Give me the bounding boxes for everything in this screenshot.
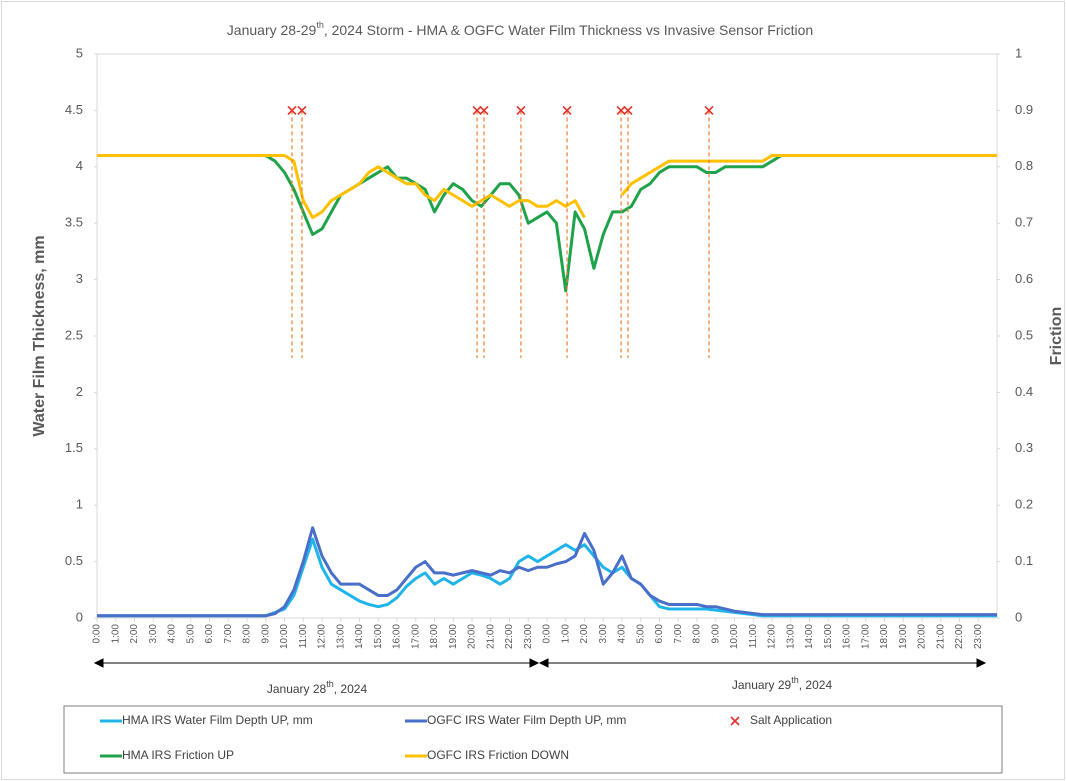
y2-tick-label: 0.9	[1015, 102, 1033, 117]
y2-tick-label: 0.1	[1015, 553, 1033, 568]
x-tick-label: 17:00	[860, 624, 871, 649]
y-tick-label: 4.5	[65, 102, 83, 117]
x-tick-label: 9:00	[710, 624, 721, 644]
y2-tick-label: 0.8	[1015, 158, 1033, 173]
y-tick-label: 5	[76, 45, 83, 60]
x-tick-label: 14:00	[804, 624, 815, 649]
salt-marker	[562, 105, 572, 115]
x-tick-label: 21:00	[935, 624, 946, 649]
legend	[63, 705, 1003, 774]
date-label: January 29th, 2024	[732, 675, 833, 692]
x-tick-label: 3:00	[148, 624, 159, 644]
x-tick-label: 17:00	[410, 624, 421, 649]
y2-axis-label: Friction	[1048, 307, 1065, 366]
x-tick-label: 22:00	[954, 624, 965, 649]
x-tick-label: 12:00	[767, 624, 778, 649]
x-tick-label: 9:00	[260, 624, 271, 644]
x-tick-label: 20:00	[917, 624, 928, 649]
chart-title: January 28-29th, 2024 Storm - HMA & OGFC…	[227, 20, 813, 37]
x-tick-label: 7:00	[223, 624, 234, 644]
x-tick-label: 10:00	[729, 624, 740, 649]
x-tick-label: 16:00	[392, 624, 403, 649]
salt-marker	[623, 105, 633, 115]
salt-marker	[516, 105, 526, 115]
legend-label: Salt Application	[750, 713, 832, 727]
x-tick-label: 18:00	[879, 624, 890, 649]
salt-marker	[704, 105, 714, 115]
salt-marker	[479, 105, 489, 115]
x-tick-label: 11:00	[748, 624, 759, 649]
x-tick-label: 20:00	[467, 624, 478, 649]
x-tick-label: 2:00	[579, 624, 590, 644]
y2-tick-label: 0	[1015, 609, 1022, 624]
x-tick-label: 11:00	[298, 624, 309, 649]
x-tick-label: 0:00	[92, 624, 103, 644]
date-label: January 28th, 2024	[267, 679, 368, 696]
legend-label: HMA IRS Friction UP	[122, 748, 234, 762]
x-tick-label: 19:00	[898, 624, 909, 649]
x-tick-label: 19:00	[448, 624, 459, 649]
y-tick-label: 2.5	[65, 327, 83, 342]
y2-tick-label: 0.7	[1015, 215, 1033, 230]
y-tick-label: 3	[76, 271, 83, 286]
series-line	[97, 154, 997, 220]
x-tick-label: 21:00	[485, 624, 496, 649]
y-axis-label: Water Film Thickness, mm	[31, 235, 48, 436]
y-tick-label: 3.5	[65, 215, 83, 230]
x-tick-label: 18:00	[429, 624, 440, 649]
x-tick-label: 7:00	[673, 624, 684, 644]
salt-marker	[297, 105, 307, 115]
x-tick-label: 12:00	[317, 624, 328, 649]
x-tick-label: 0:00	[542, 624, 553, 644]
x-tick-label: 4:00	[167, 624, 178, 644]
salt-marker	[287, 105, 297, 115]
y-tick-label: 1	[76, 497, 83, 512]
series-line	[97, 526, 997, 618]
x-tick-label: 5:00	[185, 624, 196, 644]
y2-tick-label: 0.5	[1015, 327, 1033, 342]
legend-marker	[730, 716, 740, 726]
y-tick-label: 0	[76, 609, 83, 624]
y-tick-label: 4	[76, 158, 83, 173]
y-tick-label: 2	[76, 384, 83, 399]
y2-tick-label: 0.2	[1015, 497, 1033, 512]
x-tick-label: 22:00	[504, 624, 515, 649]
x-tick-label: 16:00	[842, 624, 853, 649]
legend-label: OGFC IRS Water Film Depth UP, mm	[427, 713, 626, 727]
x-tick-label: 15:00	[823, 624, 834, 649]
x-tick-label: 23:00	[523, 624, 534, 649]
x-tick-label: 3:00	[598, 624, 609, 644]
x-tick-label: 13:00	[785, 624, 796, 649]
y2-tick-label: 0.3	[1015, 440, 1033, 455]
x-tick-label: 2:00	[129, 624, 140, 644]
x-tick-label: 5:00	[635, 624, 646, 644]
legend-label: OGFC IRS Friction DOWN	[427, 748, 569, 762]
y-tick-label: 1.5	[65, 440, 83, 455]
x-tick-label: 1:00	[110, 624, 121, 644]
x-tick-label: 8:00	[692, 624, 703, 644]
x-tick-label: 6:00	[204, 624, 215, 644]
salt-marker	[472, 105, 482, 115]
x-tick-label: 4:00	[617, 624, 628, 644]
x-tick-label: 15:00	[373, 624, 384, 649]
legend-label: HMA IRS Water Film Depth UP, mm	[122, 713, 313, 727]
y2-tick-label: 0.4	[1015, 384, 1033, 399]
x-tick-label: 10:00	[279, 624, 290, 649]
salt-marker	[616, 105, 626, 115]
date-arrows	[93, 658, 987, 668]
y2-tick-label: 0.6	[1015, 271, 1033, 286]
y-tick-label: 0.5	[65, 553, 83, 568]
x-tick-label: 1:00	[560, 624, 571, 644]
x-tick-label: 6:00	[654, 624, 665, 644]
x-tick-label: 14:00	[354, 624, 365, 649]
x-tick-label: 8:00	[242, 624, 253, 644]
x-tick-label: 13:00	[335, 624, 346, 649]
y2-tick-label: 1	[1015, 45, 1022, 60]
x-tick-label: 23:00	[973, 624, 984, 649]
